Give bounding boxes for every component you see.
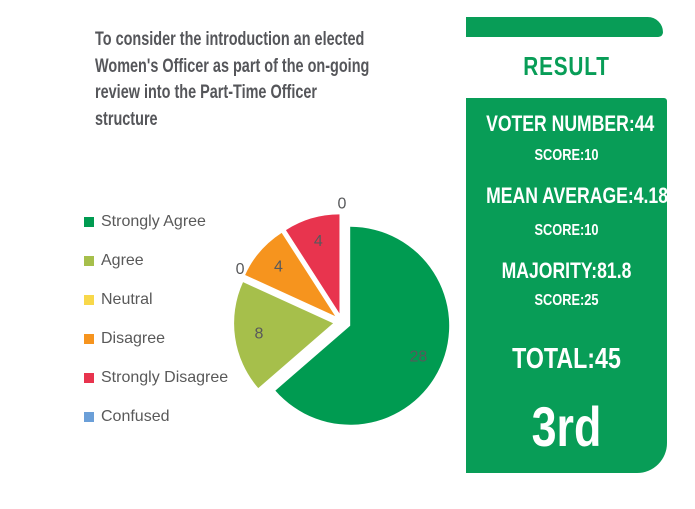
result-panel-top-bar [466,17,663,37]
pie-value-label-neutral: 0 [236,261,245,278]
stat-mean-score: SCORE:10 [534,222,599,239]
legend-item-confused: Confused [84,407,170,427]
stat-majority: MAJORITY:81.8 [501,258,632,283]
legend-label: Agree [101,252,144,269]
pie-value-label-disagree: 4 [274,259,283,276]
legend-swatch-agree [84,256,94,266]
result-heading: RESULT [523,51,610,81]
legend-item-strongly-agree: Strongly Agree [84,212,206,232]
legend-item-strongly-disagree: Strongly Disagree [84,368,228,388]
legend-label: Confused [101,408,170,425]
stat-voter-score: SCORE:10 [534,147,599,164]
pie-slice-disagree [245,232,336,317]
legend-swatch-confused [84,412,94,422]
question-title-line: review into the Part-Time Officer [95,82,318,103]
legend-item-neutral: Neutral [84,290,153,310]
pie-value-label-strongly-disagree: 4 [314,233,323,250]
pie-slice-strongly-disagree [285,214,340,314]
stat-majority-score: SCORE:25 [534,292,599,309]
stat-voter-number: VOTER NUMBER:44 [486,111,655,136]
legend-item-agree: Agree [84,251,144,271]
result-panel: VOTER NUMBER:44 SCORE:10 MEAN AVERAGE:4.… [466,98,669,473]
legend-item-disagree: Disagree [84,329,165,349]
pie-slice-agree [234,282,334,389]
question-title: To consider the introduction an elected … [95,27,369,133]
pie-slice-strongly-agree [275,226,450,425]
rank-badge: 3rd [531,395,602,458]
stat-mean-average: MEAN AVERAGE:4.18 [486,183,669,208]
legend-swatch-neutral [84,295,94,305]
question-title-line: structure [95,108,158,130]
question-title-line: To consider the introduction an elected [95,29,365,50]
legend-label: Strongly Agree [101,213,206,230]
legend-swatch-disagree [84,334,94,344]
pie-chart: 28 8 0 4 4 0 [234,196,450,425]
question-title-line: Women's Officer as part of the on-going [95,55,370,77]
legend-label: Disagree [101,330,166,347]
legend-swatch-strongly-disagree [84,373,94,383]
stat-total: TOTAL:45 [512,343,621,375]
pie-value-label-strongly-agree: 28 [410,348,428,365]
pie-value-label-confused: 0 [338,196,347,213]
pie-value-label-agree: 8 [254,326,263,343]
legend-label: Neutral [101,291,153,308]
legend-swatch-strongly-agree [84,217,94,227]
legend-label: Strongly Disagree [101,369,229,386]
